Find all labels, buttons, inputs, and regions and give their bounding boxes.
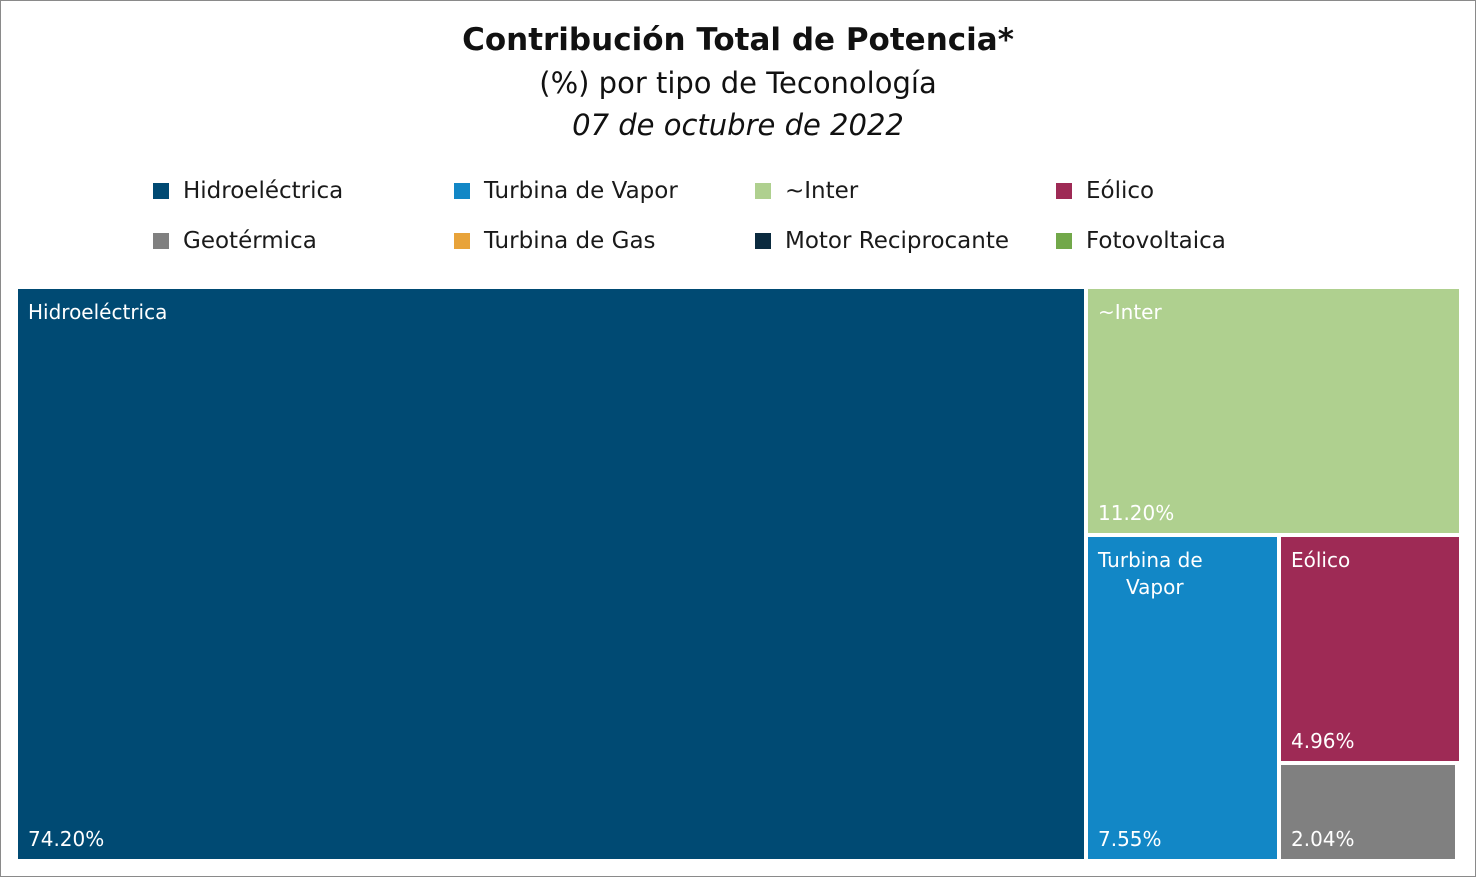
chart-title: Contribución Total de Potencia*	[462, 22, 1014, 58]
tile-value-label: 2.04%	[1291, 827, 1355, 851]
tile-label: Eólico	[1291, 548, 1350, 572]
chart-date: 07 de octubre de 2022	[572, 108, 904, 142]
tile-value-label: 4.96%	[1291, 729, 1355, 753]
tile-label: Hidroeléctrica	[28, 300, 167, 324]
legend-swatch	[454, 233, 470, 249]
legend-label: ~Inter	[785, 178, 859, 204]
tile-value-label: 7.55%	[1098, 827, 1162, 851]
legend-swatch	[755, 183, 771, 199]
legend-item: Turbina de Vapor	[454, 170, 755, 212]
chart-subtitle: (%) por tipo de Teconología	[539, 66, 937, 100]
tile-value-label: 74.20%	[28, 827, 104, 851]
tile-value-label: 11.20%	[1098, 501, 1174, 525]
legend-swatch	[1056, 183, 1072, 199]
legend-swatch	[454, 183, 470, 199]
legend-item: Eólico	[1056, 170, 1313, 212]
treemap-tile	[18, 289, 1084, 859]
tile-label: Turbina de	[1097, 548, 1203, 572]
legend-item: Fotovoltaica	[1056, 220, 1313, 262]
legend-item: Geotérmica	[153, 220, 454, 262]
legend-label: Turbina de Gas	[484, 228, 656, 254]
legend-item: Hidroeléctrica	[153, 170, 454, 212]
legend-swatch	[153, 183, 169, 199]
legend-label: Motor Reciprocante	[785, 228, 1010, 254]
legend-item: ~Inter	[755, 170, 1056, 212]
chart-legend: Hidroeléctrica Turbina de Vapor ~Inter Eóli…	[153, 170, 1313, 270]
tile-label: Vapor	[1126, 575, 1184, 599]
chart-header: Contribución Total de Potencia* (%) por …	[0, 18, 1476, 146]
tile-label: ~Inter	[1098, 300, 1162, 324]
legend-label: Hidroeléctrica	[183, 178, 344, 204]
legend-swatch	[755, 233, 771, 249]
legend-label: Turbina de Vapor	[484, 178, 678, 204]
treemap-tile	[1088, 537, 1277, 859]
legend-item: Motor Reciprocante	[755, 220, 1056, 262]
legend-label: Geotérmica	[183, 228, 317, 254]
legend-item: Turbina de Gas	[454, 220, 755, 262]
legend-swatch	[1056, 233, 1072, 249]
treemap-tile	[1281, 765, 1455, 859]
treemap-tile	[1088, 289, 1459, 533]
legend-label: Eólico	[1086, 178, 1155, 204]
legend-label: Fotovoltaica	[1086, 228, 1226, 254]
legend-swatch	[153, 233, 169, 249]
treemap-tile	[1281, 537, 1459, 761]
